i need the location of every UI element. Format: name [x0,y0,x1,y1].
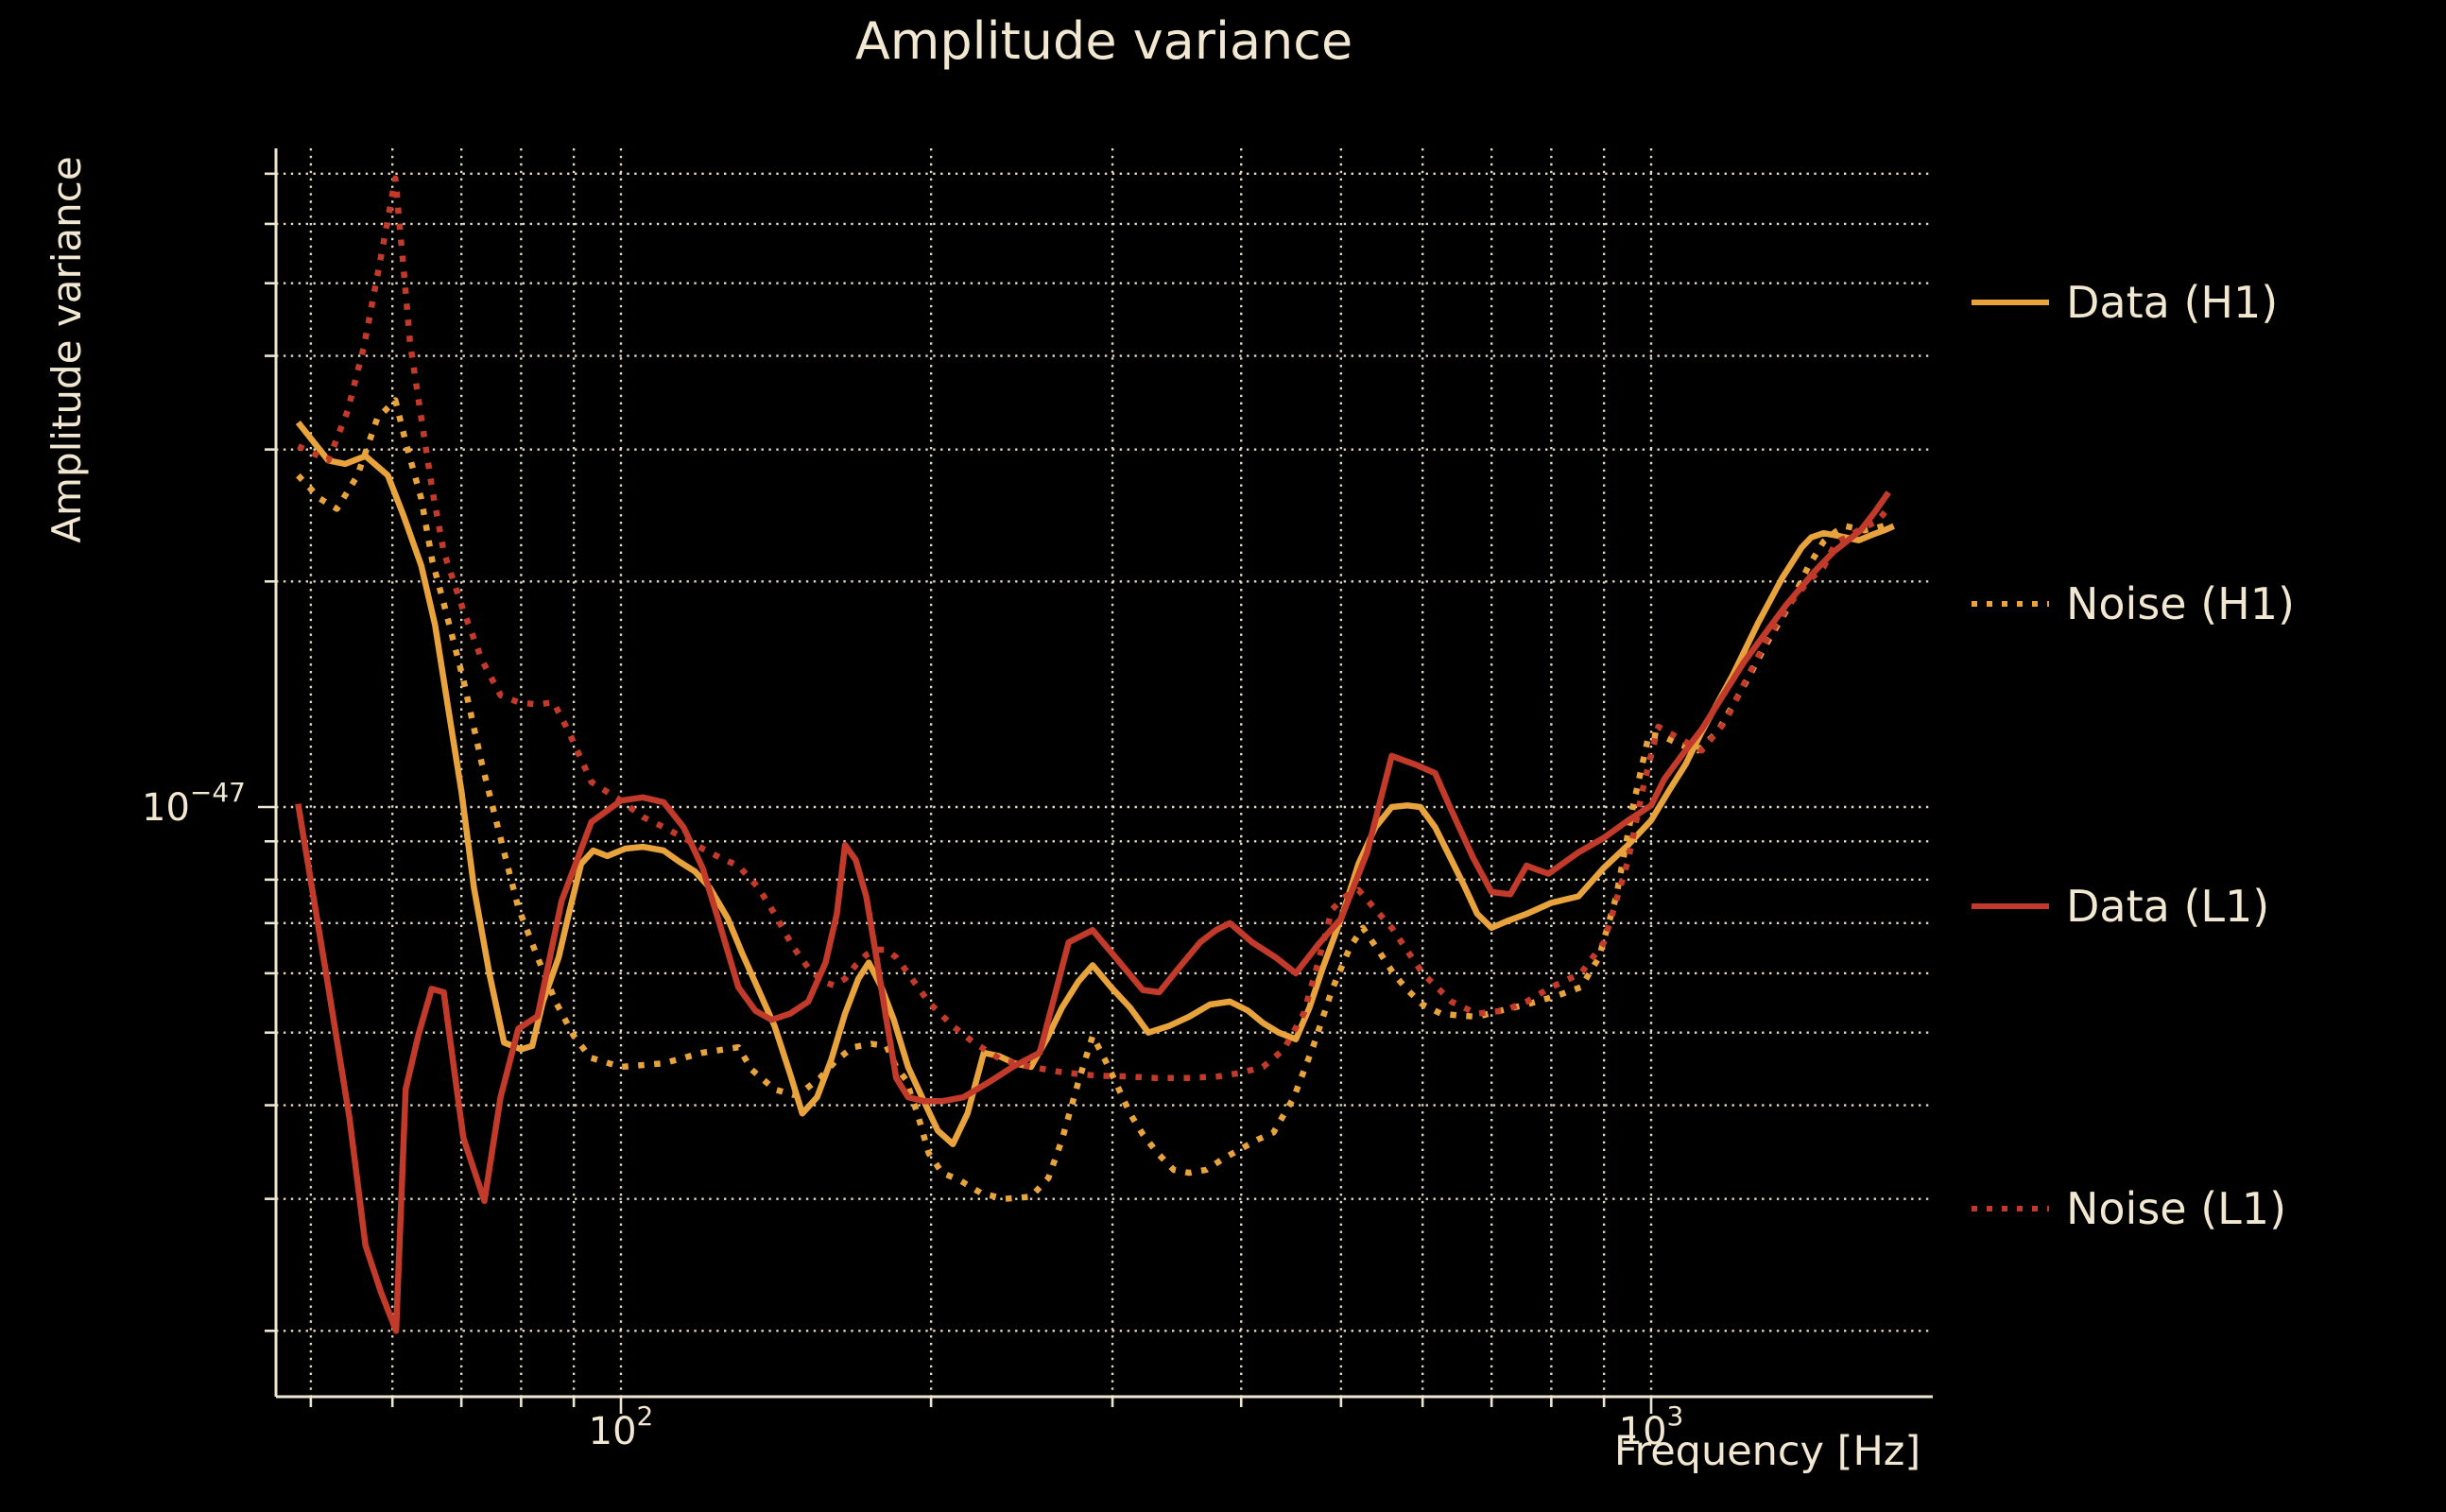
series-lines [295,175,1895,1334]
axis-ticks [258,172,1653,1414]
tick-label: 103 [1619,1400,1684,1453]
tick-labels: 102 103 10−47 [142,777,1683,1453]
legend-label-Data (L1): Data (L1) [2066,881,2269,932]
gridlines [276,148,1933,1397]
x-axis-label: Frequency [Hz] [1614,1428,1921,1475]
tick-label: 10−47 [142,777,246,830]
legend: Data (H1) Noise (H1) Data (L1) Noise (L1) [1972,277,2295,1234]
series-line-Noise (H1) [296,397,1888,1202]
series-line-Data (L1) [295,490,1891,1334]
series-line-Data (H1) [295,420,1895,1147]
series-line-Noise (L1) [297,175,1889,1081]
legend-label-Data (H1): Data (H1) [2066,277,2278,328]
chart-title: Amplitude variance [855,11,1352,71]
tick-label: 102 [589,1400,654,1453]
y-axis-label: Amplitude variance [43,156,90,542]
legend-label-Noise (H1): Noise (H1) [2066,578,2295,629]
axis-spines [274,148,1933,1399]
legend-label-Noise (L1): Noise (L1) [2066,1183,2286,1234]
